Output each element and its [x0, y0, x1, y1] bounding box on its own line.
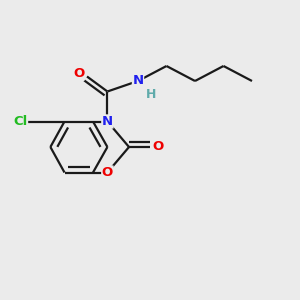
- Text: O: O: [102, 166, 113, 179]
- Text: N: N: [132, 74, 144, 88]
- Text: O: O: [153, 140, 164, 154]
- Text: N: N: [102, 115, 113, 128]
- Text: H: H: [146, 88, 157, 101]
- Text: Cl: Cl: [13, 115, 28, 128]
- Text: O: O: [73, 67, 84, 80]
